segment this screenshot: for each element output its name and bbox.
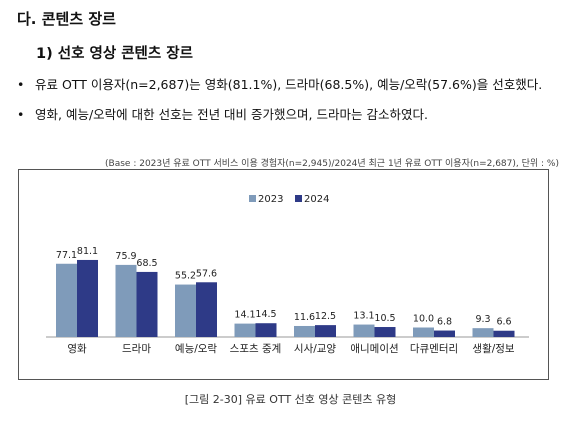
bullet-marker: • [17, 77, 25, 92]
data-label: 10.0 [413, 314, 434, 325]
bar-2023 [234, 323, 256, 337]
bar-2023 [175, 284, 196, 337]
legend-label-2023: 2023 [258, 194, 283, 205]
category-label: 애니메이션 [350, 343, 398, 355]
section-title: 다. 콘텐츠 장르 [17, 10, 116, 28]
data-label: 14.5 [255, 309, 276, 320]
bar-2023 [115, 264, 137, 337]
data-label: 13.1 [353, 311, 374, 322]
category-label: 영화 [67, 343, 87, 355]
bar-chart: 2023 2024 77.1 81.1 영화 75.968.5 드라마 55.2 57.6 예능/… [46, 194, 529, 355]
data-label: 55.2 [175, 271, 196, 282]
legend-swatch-2023 [249, 195, 256, 202]
subsection-title: 1) 선호 영상 콘텐츠 장르 [36, 46, 193, 62]
bar-2023 [56, 263, 77, 337]
category-label: 생활/정보 [472, 342, 515, 355]
data-label: 11.6 [294, 312, 315, 323]
data-label: 68.5 [136, 258, 157, 269]
data-label: 77.1 [56, 250, 77, 261]
bar-2023 [353, 324, 375, 337]
bullet-marker: • [17, 107, 25, 122]
data-label: 75.9 [115, 251, 136, 262]
bar-2024 [374, 327, 396, 337]
bullet-text: 영화, 예능/오락에 대한 선호는 전년 대비 증가했으며, 드라마는 감소하였… [35, 107, 428, 122]
data-label: 6.6 [496, 317, 511, 328]
data-label: 10.5 [374, 313, 395, 324]
legend-label-2024: 2024 [304, 194, 329, 205]
chart-frame: 2023 2024 77.1 81.1 영화 75.9 68.5 드라마 55.2 57.6 예능/… [18, 169, 549, 380]
data-label: 57.6 [196, 268, 217, 279]
bar-2024 [136, 271, 158, 337]
bar-2024 [434, 330, 455, 337]
data-label: 9.3 [475, 314, 490, 325]
category-label: 스포츠 중계 [230, 343, 282, 355]
bullet-text: 유료 OTT 이용자(n=2,687)는 영화(81.1%), 드라마(68.5… [35, 77, 543, 92]
bullet-item: • 유료 OTT 이용자(n=2,687)는 영화(81.1%), 드라마(68.… [17, 74, 542, 93]
bar-2024 [77, 259, 98, 337]
data-label: 14.1 [234, 310, 255, 321]
category-label: 예능/오락 [175, 342, 218, 355]
category-label: 드라마 [122, 343, 151, 355]
data-label: 6.8 [437, 317, 452, 328]
figure-caption: [그림 2-30] 유료 OTT 선호 영상 콘텐츠 유형 [184, 393, 397, 406]
bar-2023 [413, 327, 434, 337]
bar-2024 [255, 323, 277, 337]
data-label: 81.1 [77, 246, 98, 257]
base-note: (Base : 2023년 유료 OTT 서비스 이용 경험자(n=2,945)… [105, 159, 559, 169]
bullet-item: • 영화, 예능/오락에 대한 선호는 전년 대비 증가했으며, 드라마는 감소하… [17, 104, 428, 123]
bar-2023 [472, 328, 494, 337]
bar-2024 [315, 325, 336, 337]
category-label: 시사/교양 [294, 343, 337, 355]
legend-swatch-2024 [295, 195, 302, 202]
bar-2024 [493, 330, 515, 337]
category-label: 다큐멘터리 [410, 343, 458, 355]
data-label: 12.5 [315, 311, 336, 322]
bar-2023 [294, 325, 315, 337]
bar-2024 [196, 282, 217, 337]
